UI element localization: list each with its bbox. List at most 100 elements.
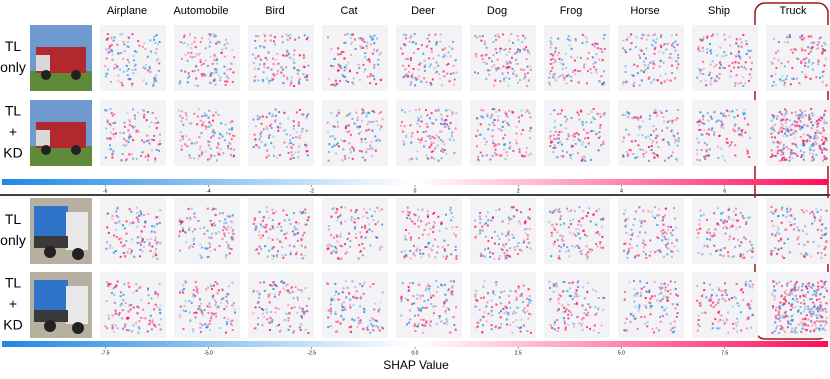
heatmap-pixel xyxy=(666,233,668,235)
heatmap-pixel xyxy=(653,40,655,42)
heatmap-pixel xyxy=(296,69,298,71)
heatmap-pixel xyxy=(180,139,182,141)
heatmap-pixel xyxy=(566,118,568,120)
heatmap-pixel xyxy=(474,71,476,73)
heatmap-pixel xyxy=(514,246,516,248)
heatmap-pixel xyxy=(112,314,114,316)
heatmap-pixel xyxy=(777,50,779,52)
heatmap-pixel xyxy=(529,208,531,210)
heatmap-pixel xyxy=(502,121,504,123)
heatmap-pixel xyxy=(215,84,217,86)
heatmap-pixel xyxy=(214,56,216,58)
heatmap-pixel xyxy=(493,124,495,126)
heatmap-pixel xyxy=(498,312,500,314)
heatmap-pixel xyxy=(380,79,382,81)
heatmap-pixel xyxy=(821,51,823,53)
heatmap-pixel xyxy=(269,284,271,286)
heatmap-pixel xyxy=(722,124,724,126)
heatmap-pixel xyxy=(294,39,296,41)
heatmap-pixel xyxy=(557,211,559,213)
heatmap-pixel xyxy=(601,51,603,53)
heatmap-pixel xyxy=(488,57,490,59)
heatmap-pixel xyxy=(736,331,738,333)
heatmap-pixel xyxy=(474,226,476,228)
shap-heatmap xyxy=(248,198,314,264)
heatmap-pixel xyxy=(126,65,128,67)
heatmap-pixel xyxy=(190,123,192,125)
heatmap-pixel xyxy=(638,206,640,208)
heatmap-pixel xyxy=(728,238,730,240)
heatmap-pixel xyxy=(665,286,667,288)
heatmap-pixel xyxy=(506,249,508,251)
heatmap-pixel xyxy=(380,126,382,128)
heatmap-pixel xyxy=(512,150,514,152)
heatmap-pixel xyxy=(550,255,552,257)
heatmap-pixel xyxy=(554,59,556,61)
heatmap-pixel xyxy=(486,301,488,303)
heatmap-pixel xyxy=(258,138,260,140)
heatmap-pixel xyxy=(254,219,256,221)
heatmap-pixel xyxy=(439,131,441,133)
heatmap-pixel xyxy=(210,220,212,222)
heatmap-pixel xyxy=(817,288,819,290)
heatmap-pixel xyxy=(418,226,420,228)
heatmap-pixel xyxy=(271,79,273,81)
heatmap-pixel xyxy=(495,281,497,283)
heatmap-pixel xyxy=(110,108,112,110)
heatmap-pixel xyxy=(200,331,202,333)
heatmap-pixel xyxy=(227,244,229,246)
heatmap-pixel xyxy=(750,300,752,302)
heatmap-pixel xyxy=(501,233,503,235)
heatmap-pixel xyxy=(802,283,804,285)
heatmap-pixel xyxy=(474,236,476,238)
heatmap-pixel xyxy=(413,245,415,247)
heatmap-pixel xyxy=(339,80,341,82)
heatmap-pixel xyxy=(599,241,601,243)
heatmap-pixel xyxy=(408,232,410,234)
heatmap-pixel xyxy=(551,232,553,234)
heatmap-pixel xyxy=(520,110,522,112)
heatmap-pixel xyxy=(199,243,201,245)
heatmap-pixel xyxy=(218,305,220,307)
shap-heatmap xyxy=(174,25,240,91)
heatmap-pixel xyxy=(560,215,562,217)
heatmap-pixel xyxy=(133,324,135,326)
heatmap-pixel xyxy=(298,151,300,153)
heatmap-pixel xyxy=(293,245,295,247)
heatmap-pixel xyxy=(789,34,791,36)
heatmap-pixel xyxy=(215,232,217,234)
heatmap-pixel xyxy=(671,234,673,236)
heatmap-pixel xyxy=(568,282,570,284)
heatmap-pixel xyxy=(209,41,211,43)
heatmap-pixel xyxy=(264,245,266,247)
heatmap-pixel xyxy=(632,153,634,155)
heatmap-pixel xyxy=(586,291,588,293)
heatmap-pixel xyxy=(480,253,482,255)
shap-heatmap xyxy=(544,100,610,166)
heatmap-pixel xyxy=(654,33,656,35)
heatmap-pixel xyxy=(626,151,628,153)
heatmap-pixel xyxy=(523,69,525,71)
heatmap-pixel xyxy=(444,149,446,151)
heatmap-pixel xyxy=(207,247,209,249)
heatmap-pixel xyxy=(294,226,296,228)
heatmap-pixel xyxy=(226,42,228,44)
heatmap-pixel xyxy=(717,321,719,323)
heatmap-pixel xyxy=(822,309,824,311)
heatmap-pixel xyxy=(812,294,814,296)
heatmap-pixel xyxy=(212,135,214,137)
heatmap-pixel xyxy=(807,319,809,321)
heatmap-pixel xyxy=(213,72,215,74)
heatmap-pixel xyxy=(665,73,667,75)
heatmap-pixel xyxy=(820,325,822,327)
heatmap-pixel xyxy=(652,215,654,217)
heatmap-pixel xyxy=(786,285,788,287)
heatmap-pixel xyxy=(578,81,580,83)
heatmap-pixel xyxy=(639,117,641,119)
heatmap-pixel xyxy=(106,73,108,75)
heatmap-pixel xyxy=(265,308,267,310)
heatmap-pixel xyxy=(817,211,819,213)
heatmap-pixel xyxy=(706,133,708,135)
heatmap-pixel xyxy=(777,230,779,232)
heatmap-pixel xyxy=(710,300,712,302)
